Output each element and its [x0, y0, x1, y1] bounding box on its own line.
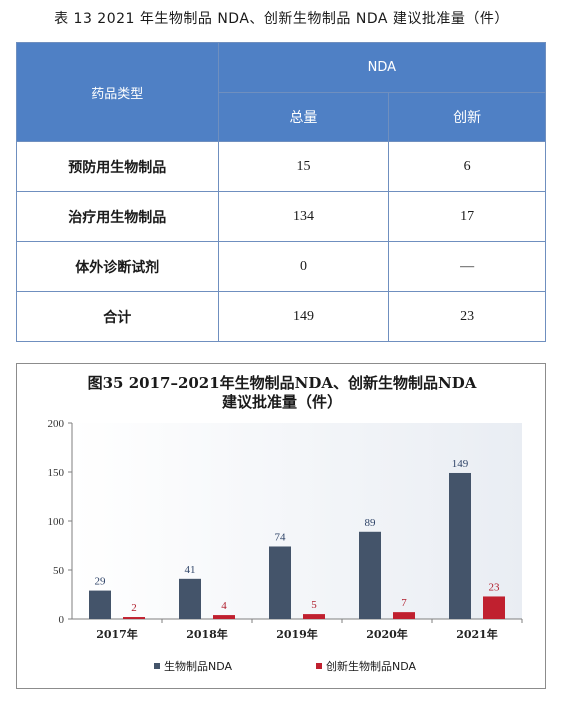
legend-item-innovative-nda: 创新生物制品NDA: [316, 658, 416, 674]
row-total: 0: [217, 241, 390, 292]
data-label: 74: [275, 531, 287, 543]
nda-approval-table: 药品类型 NDA 总量 创新 预防用生物制品 15 6 治疗用生物制品 134 …: [16, 42, 547, 342]
table-row: 预防用生物制品 15 6: [16, 141, 546, 192]
table-caption: 表 13 2021 年生物制品 NDA、创新生物制品 NDA 建议批准量（件）: [54, 11, 509, 27]
row-label: 预防用生物制品: [16, 141, 219, 192]
bar: [213, 615, 235, 619]
legend-label: 生物制品NDA: [164, 660, 233, 673]
row-label: 合计: [16, 291, 219, 342]
data-label: 89: [365, 517, 377, 529]
legend-item-nda: 生物制品NDA: [154, 658, 232, 674]
x-tick-label: 2017年: [96, 627, 138, 641]
data-label: 7: [401, 597, 407, 609]
legend-swatch: [154, 663, 160, 669]
row-total: 15: [217, 141, 390, 192]
data-label: 29: [95, 576, 107, 588]
header-nda-group: NDA: [217, 42, 547, 93]
bar: [179, 578, 201, 619]
chart-title: 图35 2017–2021年生物制品NDA、创新生物制品NDA: [87, 374, 477, 392]
bar-chart: 0 50 100 150 200 2017年 29 2 2018年 41 4 2019年 74 5 2020…: [48, 418, 523, 641]
data-label: 23: [489, 581, 501, 593]
table-row: 体外诊断试剂 0 —: [16, 241, 546, 292]
data-label: 5: [311, 599, 317, 611]
y-tick-label: 100: [48, 516, 65, 528]
y-tick-label: 0: [59, 614, 65, 626]
plot-area: [72, 423, 522, 619]
header-total: 总量: [217, 92, 390, 142]
bar: [483, 596, 505, 619]
data-label: 2: [131, 602, 137, 614]
bar: [123, 617, 145, 619]
row-total: 149: [217, 291, 390, 342]
row-innovative: —: [388, 241, 546, 292]
row-innovative: 6: [388, 141, 546, 192]
table-row: 治疗用生物制品 134 17: [16, 191, 546, 242]
chart-panel: 图35 2017–2021年生物制品NDA、创新生物制品NDA 建议批准量（件）…: [16, 363, 546, 689]
row-innovative: 17: [388, 191, 546, 242]
legend-label: 创新生物制品NDA: [326, 660, 417, 673]
bar: [303, 614, 325, 619]
y-tick-label: 50: [53, 565, 65, 577]
bar: [89, 590, 111, 619]
row-label: 治疗用生物制品: [16, 191, 219, 242]
row-total: 134: [217, 191, 390, 242]
chart-subtitle: 建议批准量（件）: [221, 393, 342, 411]
data-label: 41: [185, 564, 196, 576]
header-innovative: 创新: [388, 92, 546, 142]
y-tick-label: 200: [48, 418, 65, 430]
x-tick-label: 2018年: [186, 627, 228, 641]
x-tick-label: 2021年: [456, 627, 498, 641]
row-innovative: 23: [388, 291, 546, 342]
legend-swatch: [316, 663, 322, 669]
x-tick-label: 2019年: [276, 627, 318, 641]
x-tick-label: 2020年: [366, 627, 408, 641]
data-label: 149: [452, 458, 469, 470]
header-drug-type: 药品类型: [16, 42, 219, 142]
data-label: 4: [221, 600, 227, 612]
bar: [359, 531, 381, 619]
bar: [393, 612, 415, 619]
y-tick-label: 150: [48, 467, 65, 479]
bar: [449, 472, 471, 619]
row-label: 体外诊断试剂: [16, 241, 219, 292]
table-row: 合计 149 23: [16, 291, 546, 342]
bar: [269, 546, 291, 619]
